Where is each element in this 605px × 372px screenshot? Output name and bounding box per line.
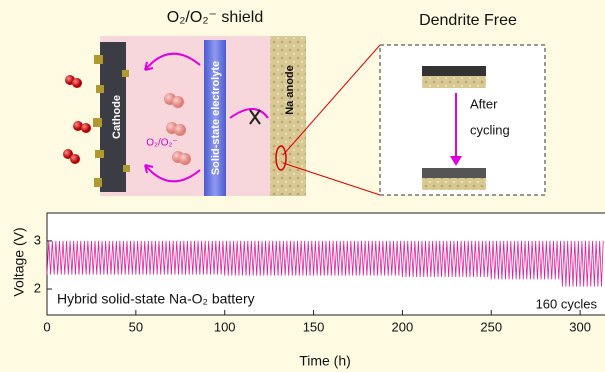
figure: Cathode Solid-state electrolyte Na anode… xyxy=(0,0,605,372)
anode-label: Na anode xyxy=(284,65,296,115)
y-tick-label: 3 xyxy=(34,232,41,247)
left-title: O₂/O₂⁻ shield xyxy=(167,9,263,26)
anode-block xyxy=(270,36,306,196)
right-title: Dendrite Free xyxy=(419,12,517,29)
x-tick-label: 300 xyxy=(569,319,591,334)
x-tick-label: 50 xyxy=(129,319,143,334)
x-tick-label: 100 xyxy=(214,319,236,334)
y-tick-label: 2 xyxy=(34,280,41,295)
x-tick-label: 0 xyxy=(43,319,50,334)
x-tick-label: 150 xyxy=(303,319,325,334)
after-text: cycling xyxy=(470,122,510,137)
x-axis-label: Time (h) xyxy=(299,353,351,369)
anode-before xyxy=(422,76,486,88)
battery-diagram: Cathode Solid-state electrolyte Na anode… xyxy=(63,9,545,196)
after-text: After xyxy=(470,96,498,111)
y-axis-label: Voltage (V) xyxy=(11,227,27,296)
anode-before-top xyxy=(422,66,486,76)
annotation: 160 cycles xyxy=(536,296,598,311)
annotation: Hybrid solid-state Na-O₂ battery xyxy=(57,291,255,307)
species-label: O₂/O₂⁻ xyxy=(146,138,177,149)
electrolyte-label: Solid-state electrolyte xyxy=(210,61,222,175)
x-tick-label: 250 xyxy=(480,319,502,334)
anode-after xyxy=(422,178,486,190)
anode-after-top xyxy=(422,168,486,178)
cathode-label: Cathode xyxy=(111,95,123,139)
x-tick-label: 200 xyxy=(392,319,414,334)
